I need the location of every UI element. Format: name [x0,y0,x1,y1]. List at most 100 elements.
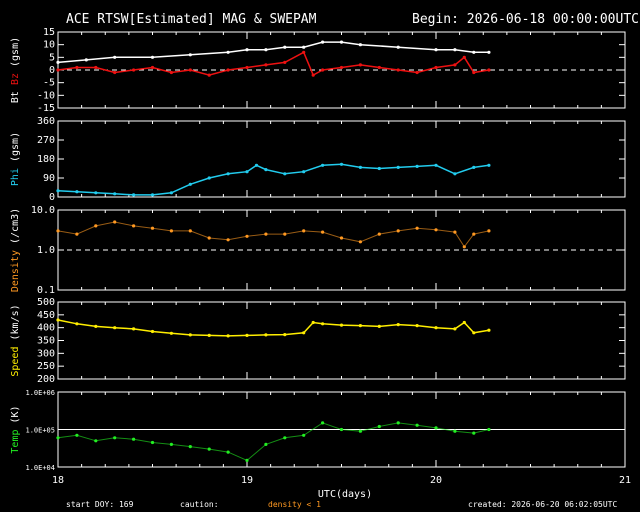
data-point-bz [462,55,466,59]
y-axis-label-part: (K) [10,405,21,429]
data-point-density [94,224,98,228]
y-tick-label: 400 [37,323,55,334]
y-tick-label: 10.0 [31,205,55,216]
data-point-bz [169,70,173,75]
data-point-phi [434,163,438,167]
data-point-speed [358,324,362,328]
data-point-speed [113,326,117,330]
data-point-density [207,236,211,240]
data-point-phi [396,165,400,169]
data-point-temp [226,450,230,454]
series-line-bz [57,51,490,77]
data-point-bz [283,60,287,64]
data-point-speed [75,322,79,326]
data-point-temp [113,436,117,440]
y-axis-label-part: (km/s) [10,304,21,346]
data-point-phi [245,170,249,174]
y-tick-label: -10 [37,90,55,101]
data-point-bt [453,48,457,52]
x-axis-label: UTC(days) [318,489,372,500]
y-tick-label: 300 [37,348,55,359]
y-tick-label: 360 [37,116,55,127]
data-point-density [226,238,230,242]
data-point-bt [84,58,88,62]
y-axis-label: Bt Bz (gsm) [10,37,21,103]
data-point-phi [150,193,155,197]
y-tick-label: 0 [49,192,55,203]
data-point-temp [207,447,211,451]
y-tick-label: 0 [49,65,55,76]
data-point-bz [472,70,476,75]
data-point-bz [264,63,268,67]
data-point-bz [56,68,60,72]
x-tick-label: 20 [430,475,442,486]
data-point-temp [302,433,306,437]
begin-timestamp: Begin: 2026-06-18 00:00:00UTC [412,12,639,27]
data-point-phi [302,170,306,174]
data-point-temp [358,429,362,433]
y-tick-label: 1.0E+04 [25,464,55,472]
data-point-density [150,226,155,230]
panel-density: 10.0 1.0 0.1 Density (/cm3) [10,205,626,296]
data-point-phi [339,162,344,166]
data-point-bt [188,53,192,57]
data-point-temp [339,427,344,432]
data-point-density [472,232,476,236]
y-tick-label: -5 [43,78,55,89]
data-point-speed [472,331,476,335]
data-point-bz [245,65,249,70]
y-axis-label-part: Phi [10,168,21,186]
data-point-phi [472,165,476,169]
y-tick-label: -15 [37,103,55,114]
data-point-bz [113,70,117,75]
y-tick-label: 10 [43,40,55,51]
panel-temp: 1.0E+06 1.0E+05 1.0E+04 Temp (K) [10,389,626,472]
data-point-density [302,229,306,233]
series-line-bt [57,41,489,64]
y-tick-label: 270 [37,135,55,146]
data-point-density [434,228,438,232]
data-point-bt [302,45,306,49]
data-point-speed [207,333,211,337]
data-point-bz [207,73,211,77]
data-point-temp [94,439,98,443]
series-line-speed [57,319,490,337]
data-point-bz [150,65,155,70]
caution-label: caution: [180,500,219,509]
data-point-temp [321,421,325,425]
start-doy: start DOY: 169 [66,500,134,509]
y-tick-label: 1.0 [37,245,55,256]
data-point-bz [434,65,438,70]
data-point-density [169,229,173,233]
data-point-bz [487,68,491,72]
data-point-phi [169,191,173,195]
y-axis-label-part: Speed [10,347,21,377]
data-point-phi [254,163,259,167]
data-point-speed [321,322,325,326]
data-point-temp [396,421,400,425]
data-point-bz [321,68,325,72]
data-point-bz [377,65,381,70]
data-point-bz [132,68,136,72]
data-point-density [396,229,400,233]
created-timestamp: created: 2026-06-20 06:02:05UTC [468,500,617,509]
data-point-bt [396,45,400,49]
data-point-phi [321,163,325,167]
data-point-speed [339,323,344,327]
data-point-bz [311,73,315,77]
data-point-temp [415,423,419,427]
data-point-phi [226,172,230,176]
data-point-phi [264,168,268,172]
data-point-density [75,232,79,236]
data-point-temp [472,431,476,435]
data-point-bz [358,63,362,67]
data-point-speed [94,324,98,328]
data-point-bt [434,48,438,52]
data-point-phi [188,182,192,186]
data-point-bz [226,68,230,72]
y-axis-label-part: (gsm) [10,37,21,73]
data-point-speed [302,331,306,335]
data-point-bz [453,63,457,67]
data-point-bz [302,50,306,54]
